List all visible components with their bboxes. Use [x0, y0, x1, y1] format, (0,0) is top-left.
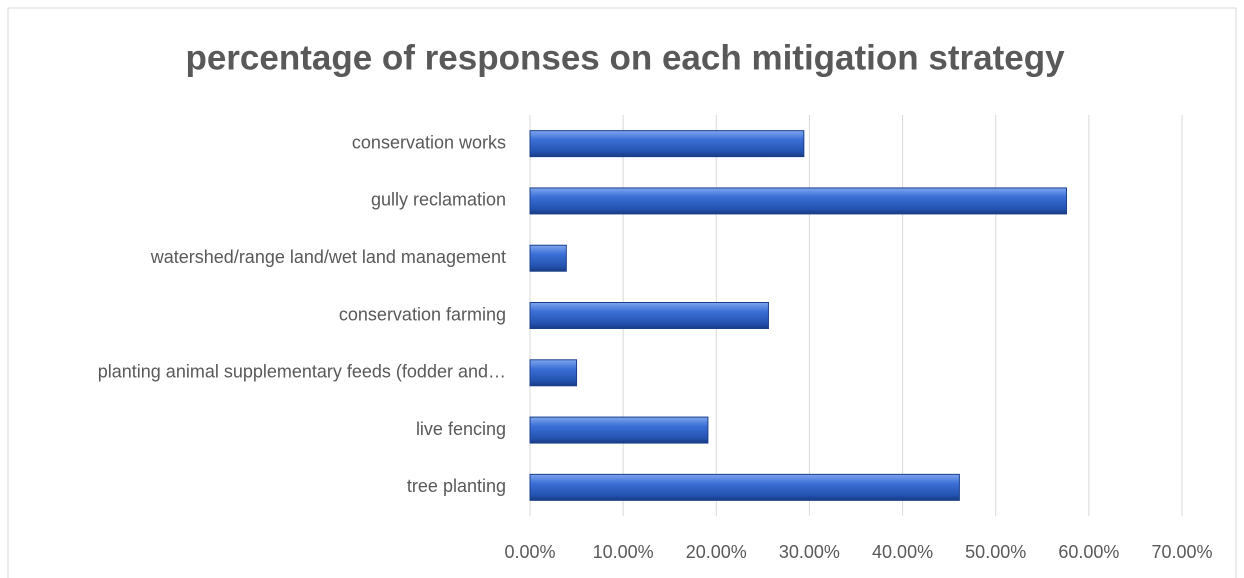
y-tick-label: watershed/range land/wet land management — [150, 247, 506, 267]
bar — [529, 244, 567, 272]
x-tick-label: 20.00% — [686, 542, 747, 562]
bar — [529, 302, 769, 329]
x-tick-label: 70.00% — [1151, 542, 1212, 562]
x-tick-label: 30.00% — [779, 542, 840, 562]
bar — [529, 416, 709, 444]
chart-title: percentage of responses on each mitigati… — [185, 38, 1065, 77]
bar — [529, 187, 1068, 215]
x-tick-label: 50.00% — [965, 542, 1026, 562]
chart-border — [7, 7, 1237, 578]
y-tick-label: conservation works — [352, 132, 506, 152]
bar — [529, 473, 960, 501]
y-tick-label: tree planting — [407, 476, 506, 496]
y-tick-label: gully reclamation — [371, 190, 506, 210]
y-tick-label: live fencing — [416, 419, 506, 439]
x-tick-label: 60.00% — [1058, 542, 1119, 562]
x-tick-label: 0.00% — [504, 542, 555, 562]
bar — [529, 130, 805, 158]
bar — [529, 359, 578, 387]
x-tick-label: 10.00% — [593, 542, 654, 562]
y-tick-label: conservation farming — [339, 304, 506, 324]
y-tick-label: planting animal supplementary feeds (fod… — [98, 362, 506, 382]
x-tick-label: 40.00% — [872, 542, 933, 562]
